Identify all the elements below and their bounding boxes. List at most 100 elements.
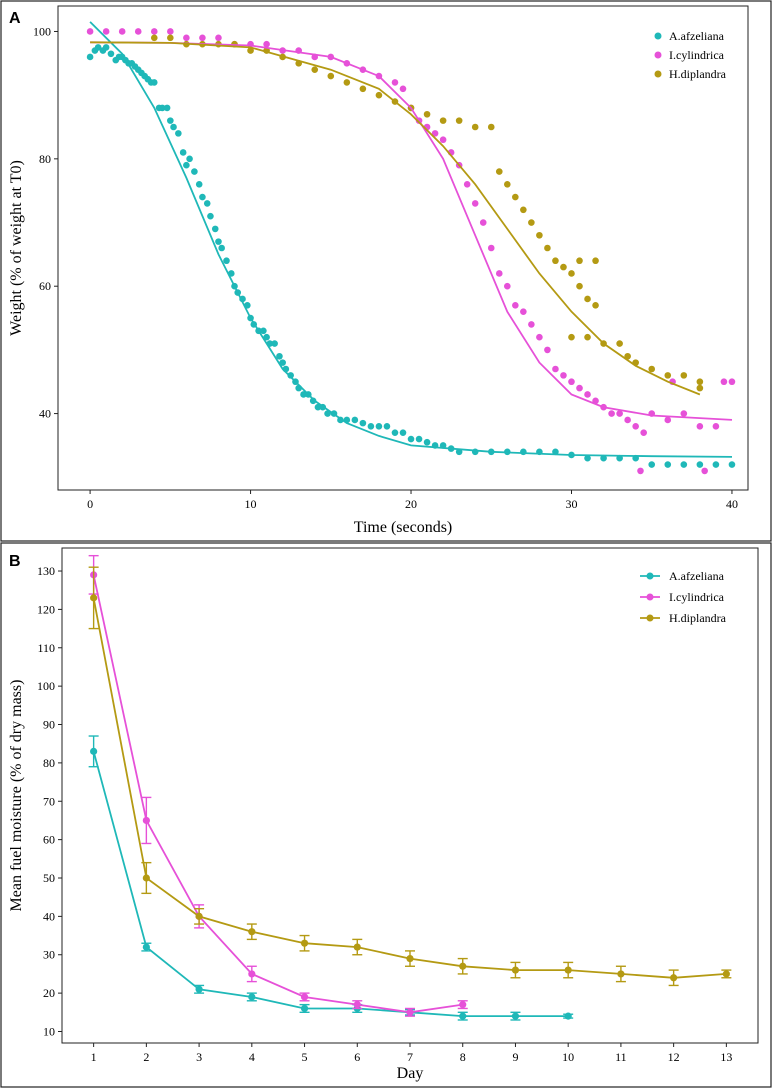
data-point-a-afzeliana — [728, 461, 736, 468]
x-tick-label: 11 — [615, 1050, 627, 1064]
y-tick-label: 80 — [39, 152, 51, 166]
data-point-a-afzeliana — [314, 403, 322, 411]
y-tick-label: 20 — [43, 986, 55, 1000]
series-line-a-afzeliana — [92, 751, 569, 1017]
legend-label-a-afzeliana: A.afzeliana — [669, 29, 725, 43]
x-tick-label: 30 — [565, 497, 577, 511]
data-point-h-diplandra — [167, 34, 174, 42]
panel-a-label: A — [9, 10, 21, 27]
data-point-i-cylindrica — [134, 28, 142, 35]
data-point-h-diplandra — [544, 244, 551, 252]
data-point-h-diplandra — [722, 970, 730, 978]
data-point-a-afzeliana — [584, 454, 591, 462]
data-point-h-diplandra — [592, 302, 599, 309]
data-point-i-cylindrica — [263, 40, 270, 48]
data-point-a-afzeliana — [159, 104, 166, 112]
x-tick-label: 2 — [143, 1050, 149, 1064]
data-point-i-cylindrica — [142, 816, 150, 825]
data-point-i-cylindrica — [696, 423, 704, 430]
y-tick-label: 10 — [43, 1024, 55, 1038]
data-point-a-afzeliana — [203, 200, 211, 207]
y-tick-label: 40 — [39, 407, 51, 421]
data-point-a-afzeliana — [276, 352, 283, 360]
data-point-i-cylindrica — [637, 467, 644, 475]
panel-a: A 0 10 20 30 40 40 60 80 100 Time (seconds) Weight … — [8, 5, 749, 536]
data-point-a-afzeliana — [359, 419, 367, 427]
x-tick-label: 10 — [562, 1050, 574, 1064]
data-point-a-afzeliana — [163, 104, 171, 112]
data-point-a-afzeliana — [195, 985, 203, 993]
x-tick-label: 6 — [354, 1050, 360, 1064]
data-point-i-cylindrica — [463, 181, 471, 188]
data-point-i-cylindrica — [680, 410, 688, 417]
series-line-i-cylindrica — [92, 574, 463, 1014]
fit-curve-i-cylindrica — [90, 41, 733, 421]
legend-label-i-cylindrica: I.cylindrica — [669, 590, 725, 604]
data-point-i-cylindrica — [431, 130, 439, 137]
data-point-h-diplandra — [495, 168, 503, 175]
data-point-h-diplandra — [617, 970, 625, 978]
legend-marker-a-afzeliana — [654, 32, 662, 40]
data-point-h-diplandra — [552, 257, 559, 265]
data-point-i-cylindrica — [568, 378, 575, 386]
panel-b-frame — [0, 542, 772, 1088]
data-point-a-afzeliana — [375, 423, 383, 430]
data-point-i-cylindrica — [608, 410, 615, 417]
data-point-h-diplandra — [327, 72, 335, 80]
y-tick-label: 60 — [39, 279, 51, 293]
data-point-h-diplandra — [487, 123, 495, 131]
data-point-h-diplandra — [576, 282, 583, 290]
x-axis-title: Time (seconds) — [354, 519, 453, 536]
data-point-a-afzeliana — [248, 993, 256, 1001]
data-point-i-cylindrica — [495, 270, 503, 277]
data-point-a-afzeliana — [107, 50, 115, 58]
y-tick-label: 130 — [37, 564, 55, 578]
data-point-h-diplandra — [343, 79, 351, 86]
data-point-h-diplandra — [584, 295, 591, 303]
legend-label-i-cylindrica: I.cylindrica — [669, 48, 725, 62]
x-tick-label: 5 — [302, 1050, 308, 1064]
x-tick-label: 0 — [87, 497, 93, 511]
data-point-h-diplandra — [680, 372, 688, 379]
data-point-a-afzeliana — [150, 79, 158, 86]
panel-a-plot-border — [57, 5, 749, 491]
data-point-i-cylindrica — [728, 378, 736, 386]
data-point-i-cylindrica — [439, 136, 447, 144]
data-point-i-cylindrica — [183, 34, 190, 42]
data-point-i-cylindrica — [720, 378, 728, 386]
data-point-a-afzeliana — [175, 130, 182, 137]
y-axis-title: Weight (% of weight at T0) — [8, 160, 25, 336]
data-point-h-diplandra — [564, 966, 572, 974]
data-point-h-diplandra — [248, 928, 256, 936]
data-point-a-afzeliana — [511, 1012, 520, 1020]
data-point-h-diplandra — [471, 123, 479, 131]
data-point-a-afzeliana — [309, 397, 317, 405]
data-point-h-diplandra — [375, 91, 383, 99]
data-point-h-diplandra — [648, 365, 656, 373]
legend-label-h-diplandra: H.diplandra — [669, 67, 727, 81]
data-point-i-cylindrica — [632, 423, 639, 430]
x-axis-title: Day — [397, 1065, 424, 1082]
x-tick-label: 3 — [196, 1050, 202, 1064]
data-point-h-diplandra — [455, 117, 463, 124]
data-point-h-diplandra — [576, 257, 583, 265]
data-point-i-cylindrica — [353, 1001, 361, 1009]
data-point-a-afzeliana — [186, 155, 193, 163]
data-point-a-afzeliana — [680, 461, 688, 468]
data-point-a-afzeliana — [223, 257, 230, 265]
x-tick-label: 9 — [512, 1050, 518, 1064]
data-point-i-cylindrica — [640, 429, 647, 436]
x-tick-label: 7 — [407, 1050, 413, 1064]
data-point-h-diplandra — [536, 231, 543, 239]
panel-b: B1 2 3 4 5 6 7 8 9 10 11 12 131020304050607080901001… — [8, 547, 759, 1082]
legend-marker-i-cylindrica — [654, 51, 662, 59]
data-point-a-afzeliana — [195, 181, 203, 188]
data-point-h-diplandra — [512, 193, 519, 201]
data-point-a-afzeliana — [170, 123, 177, 131]
x-tick-label: 4 — [249, 1050, 255, 1064]
data-point-h-diplandra — [353, 943, 361, 951]
data-point-h-diplandra — [459, 962, 467, 970]
y-tick-label: 90 — [43, 718, 55, 732]
